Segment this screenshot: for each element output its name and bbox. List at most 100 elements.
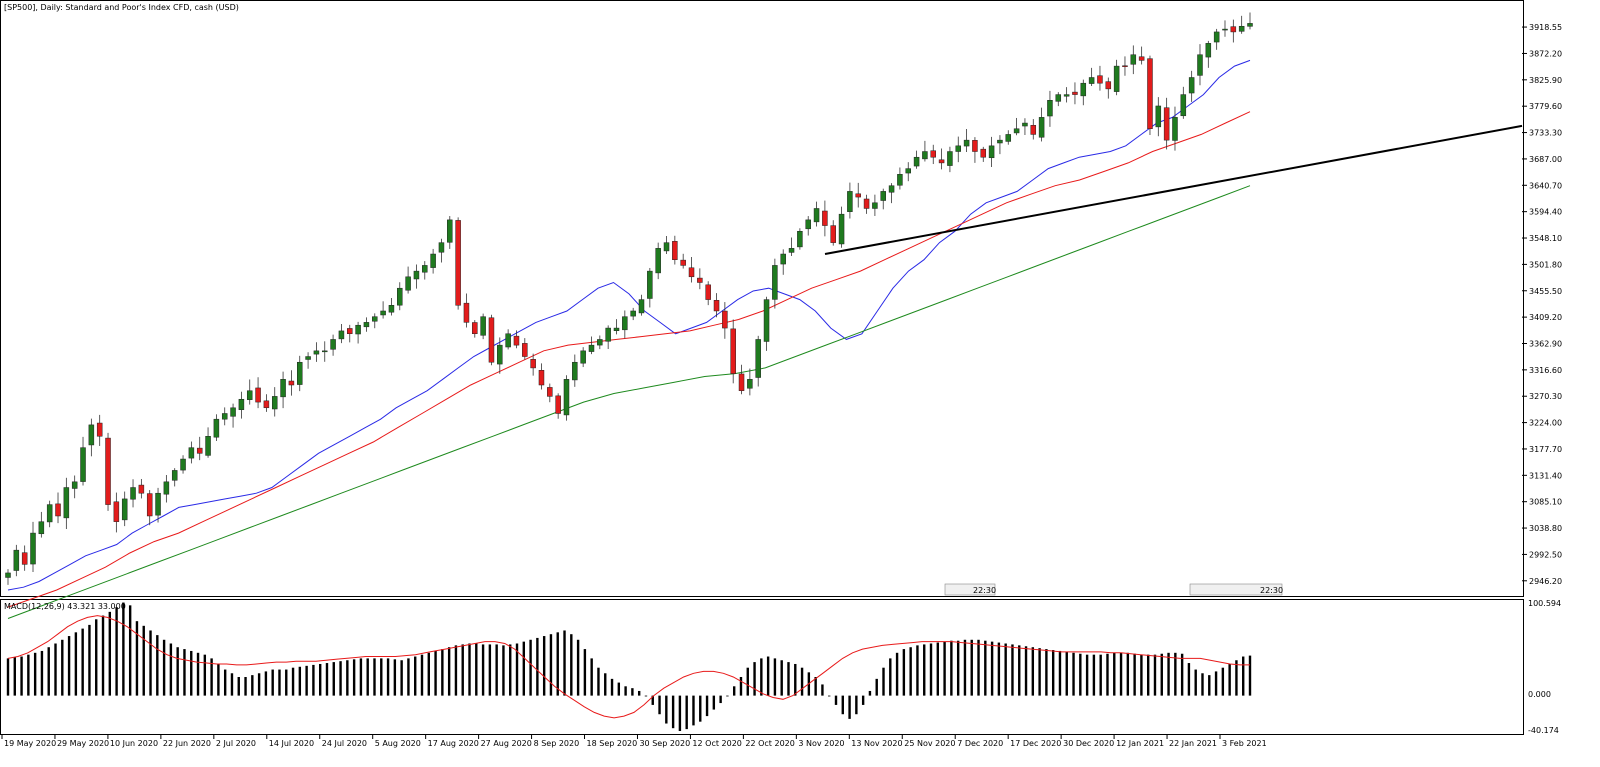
macd-bar (705, 695, 709, 717)
candle (647, 267, 653, 308)
macd-bar (563, 630, 566, 696)
candle (847, 182, 853, 219)
macd-bar (1167, 652, 1170, 696)
y-tick-label: 3362.90 (1529, 339, 1562, 348)
candle (1072, 82, 1078, 105)
candle (705, 281, 711, 306)
candle (505, 329, 511, 350)
candle (1005, 130, 1012, 145)
macd-bar (658, 695, 661, 715)
macd-bar (1092, 654, 1096, 696)
macd-bar (88, 624, 91, 696)
macd-bar (217, 663, 220, 696)
x-tick-label: 22 Jan 2021 (1169, 739, 1217, 748)
candle (397, 282, 403, 311)
macd-bar (509, 644, 512, 696)
macd-bar (848, 695, 851, 719)
session-marker-2-time: 22:30 (1260, 586, 1283, 595)
candle (213, 414, 220, 441)
candle (838, 206, 845, 248)
candle (171, 468, 178, 487)
candle (330, 334, 336, 356)
candle (755, 335, 761, 387)
macd-bar (108, 611, 112, 696)
x-tick-label: 22 Oct 2020 (745, 739, 794, 748)
macd-bar (549, 634, 553, 696)
macd-bar (943, 641, 946, 696)
macd-bar (556, 632, 559, 696)
candle (472, 320, 478, 338)
macd-bar (400, 660, 403, 696)
candle (1188, 70, 1195, 102)
macd-bar (739, 677, 743, 696)
candle (463, 293, 470, 328)
macd-bar (1174, 652, 1177, 696)
candle (188, 441, 195, 464)
y-tick-label: 3501.80 (1529, 260, 1562, 269)
macd-bar (1153, 654, 1157, 696)
macd-bar (407, 658, 410, 696)
candle (922, 140, 928, 162)
candle (380, 301, 386, 319)
candle (105, 432, 111, 511)
x-tick-label: 13 Nov 2020 (851, 739, 902, 748)
candle (255, 377, 261, 409)
trend-line[interactable] (824, 124, 1523, 256)
macd-bar (977, 639, 980, 696)
macd-bar (40, 650, 44, 696)
candle (113, 492, 120, 533)
candle (588, 336, 595, 355)
macd-bar (285, 669, 288, 696)
y-tick-label: 3316.60 (1529, 366, 1562, 375)
candle (71, 475, 78, 499)
candle (480, 313, 486, 340)
candle (1122, 56, 1128, 76)
candle (130, 479, 136, 508)
macd-bar (1228, 663, 1231, 696)
macd-bar (373, 658, 376, 696)
macd-bar (1235, 660, 1238, 696)
macd-bar (794, 663, 797, 696)
macd-bar (1126, 652, 1130, 696)
candle (1213, 28, 1220, 50)
macd-bar (990, 641, 994, 696)
x-tick-label: 27 Aug 2020 (481, 739, 532, 748)
macd-bar (814, 677, 817, 696)
candle (763, 296, 770, 351)
y-tick-label: 2992.50 (1529, 550, 1562, 559)
candle (680, 253, 686, 269)
macd-bar (780, 660, 783, 696)
macd-bar (902, 649, 906, 696)
session-marker-1-time: 22:30 (973, 586, 996, 595)
candle (1180, 86, 1187, 119)
macd-bar (651, 695, 654, 705)
candle (655, 242, 661, 280)
macd-bar (95, 619, 98, 696)
macd-bar (834, 695, 838, 705)
macd-bar (719, 695, 722, 704)
x-tick-label: 3 Feb 2021 (1222, 739, 1267, 748)
candle (1080, 79, 1087, 106)
macd-bar (495, 644, 498, 696)
candle (1222, 20, 1228, 37)
macd-bar (678, 695, 682, 731)
macd-bar (1140, 654, 1143, 696)
macd-bar (1146, 654, 1150, 696)
candle (221, 407, 228, 426)
candle (972, 137, 978, 163)
macd-bar (1242, 656, 1245, 696)
macd-bar (882, 667, 885, 696)
x-tick-label: 25 Nov 2020 (904, 739, 955, 748)
x-tick-label: 5 Aug 2020 (375, 739, 421, 748)
candle (1055, 92, 1062, 107)
macd-bar (800, 667, 804, 696)
macd-bar (617, 682, 621, 696)
candle (347, 324, 353, 343)
macd-bar (1221, 667, 1225, 696)
macd-bar (183, 649, 186, 696)
macd-bar (746, 667, 749, 696)
x-tick-label: 2 Jul 2020 (216, 739, 256, 748)
macd-bar (1214, 671, 1218, 696)
candle (905, 162, 911, 182)
candle (180, 455, 186, 474)
